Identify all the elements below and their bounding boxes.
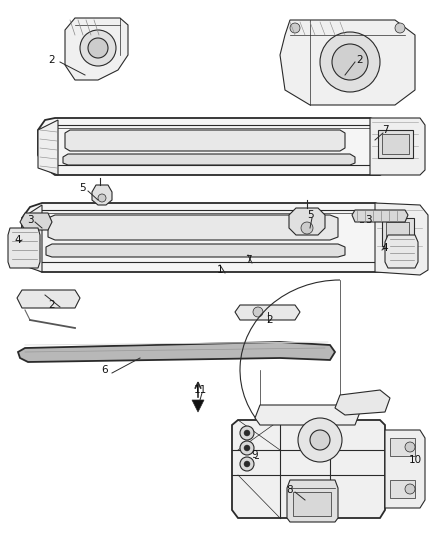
Polygon shape [335,390,390,415]
Text: 2: 2 [357,55,363,65]
Polygon shape [385,235,418,268]
Polygon shape [280,20,415,105]
Bar [386,222,409,240]
Bar [378,130,413,158]
Text: 7: 7 [381,125,389,135]
Circle shape [332,44,368,80]
Polygon shape [18,342,335,362]
Circle shape [240,441,254,455]
Circle shape [301,222,313,234]
Polygon shape [63,154,355,165]
Polygon shape [65,130,345,151]
Polygon shape [65,18,128,80]
Bar [293,492,331,516]
Bar [382,134,409,154]
Text: 5: 5 [79,183,85,193]
Polygon shape [370,118,425,175]
Circle shape [405,484,415,494]
Text: 4: 4 [15,235,21,245]
Text: 1: 1 [217,265,223,275]
Polygon shape [38,118,390,175]
Polygon shape [8,228,40,268]
Text: 2: 2 [267,315,273,325]
Text: 7: 7 [245,255,251,265]
Circle shape [310,430,330,450]
Circle shape [98,194,106,202]
Text: 6: 6 [102,365,108,375]
Text: 5: 5 [307,210,313,220]
Polygon shape [385,430,425,508]
Circle shape [253,307,263,317]
Polygon shape [48,215,338,240]
Polygon shape [38,120,58,175]
Circle shape [320,32,380,92]
Polygon shape [235,305,300,320]
Text: 10: 10 [409,455,421,465]
Bar [390,438,415,456]
Polygon shape [289,208,325,235]
Text: 3: 3 [27,215,33,225]
Polygon shape [22,203,398,272]
Polygon shape [46,244,345,257]
Circle shape [244,461,250,467]
Polygon shape [352,210,408,222]
Polygon shape [20,213,52,230]
Polygon shape [287,480,338,522]
Circle shape [298,418,342,462]
Circle shape [405,442,415,452]
Text: 2: 2 [49,300,55,310]
Polygon shape [192,400,204,412]
Polygon shape [22,205,42,272]
Bar [382,218,414,246]
Circle shape [290,23,300,33]
Polygon shape [92,185,112,205]
Circle shape [88,38,108,58]
Text: 4: 4 [381,243,389,253]
Polygon shape [232,420,385,518]
Circle shape [244,445,250,451]
Bar [390,480,415,498]
Circle shape [80,30,116,66]
Text: 3: 3 [365,215,371,225]
Polygon shape [17,290,80,308]
Polygon shape [255,405,360,425]
Text: 8: 8 [287,485,293,495]
Circle shape [240,457,254,471]
Text: 9: 9 [252,450,258,460]
Circle shape [244,430,250,436]
Polygon shape [375,203,428,275]
Circle shape [395,23,405,33]
Circle shape [240,426,254,440]
Text: 2: 2 [49,55,55,65]
Text: 11: 11 [193,385,207,395]
